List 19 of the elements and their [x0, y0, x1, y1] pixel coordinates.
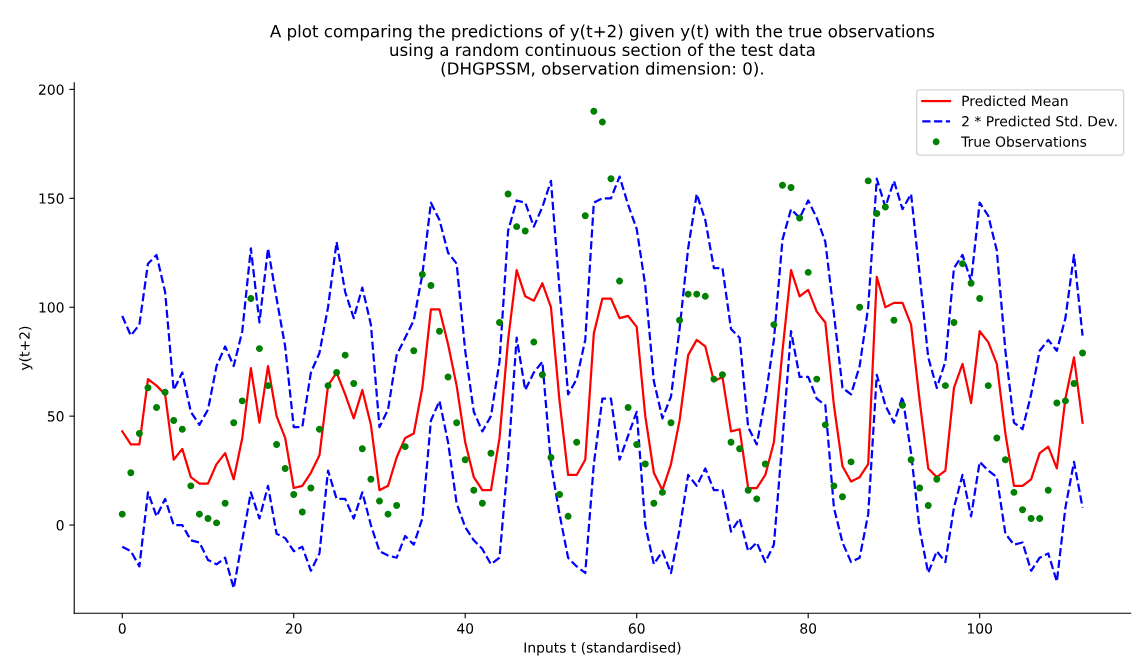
y-tick-label: 100 — [39, 302, 64, 313]
x-tick-label: 60 — [628, 623, 645, 634]
x-tick-label: 0 — [118, 623, 126, 634]
y-tick-label: 0 — [56, 520, 64, 531]
legend-label: Predicted Mean — [962, 95, 1068, 107]
legend-label: 2 * Predicted Std. Dev. — [962, 115, 1117, 127]
line-series — [121, 330, 1084, 590]
x-tick-label: 20 — [285, 623, 302, 634]
y-tick-label: 150 — [39, 193, 64, 204]
y-tick-label: 200 — [39, 84, 64, 95]
x-tick-label: 100 — [967, 623, 993, 634]
x-tick-label: 80 — [800, 623, 817, 634]
x-axis-title: Inputs t (standardised) — [524, 641, 681, 656]
line-series — [121, 175, 1084, 446]
y-axis-title: y(t+2) — [19, 326, 33, 371]
x-tick-label: 40 — [457, 623, 474, 634]
legend-label: True Observations — [961, 136, 1087, 147]
chart-title: A plot comparing the predictions of y(t+2) given y(t) with the true observations using a random continuous section of the test data (DHGPSSM, observation dimension: 0). — [270, 24, 935, 77]
y-tick-label: 50 — [47, 411, 64, 422]
